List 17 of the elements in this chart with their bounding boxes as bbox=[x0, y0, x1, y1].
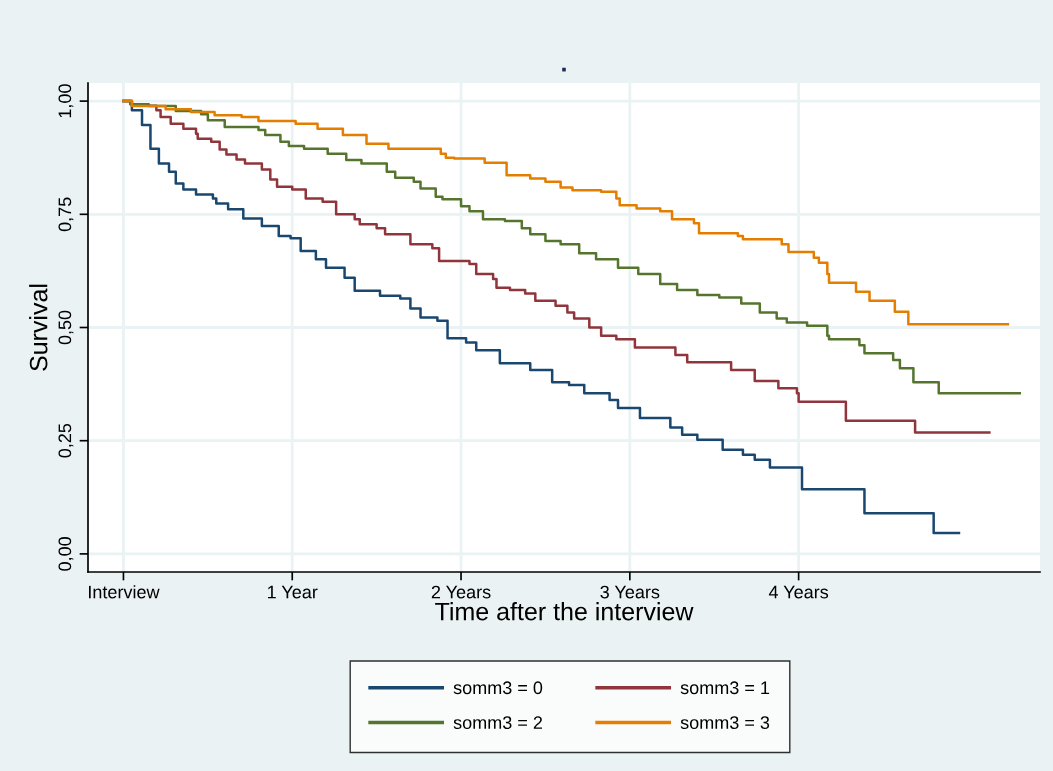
legend-label: somm3 = 0 bbox=[453, 681, 543, 695]
x-tick-label: 3 Years bbox=[600, 585, 660, 599]
y-axis-title: Survival bbox=[29, 284, 48, 371]
legend-label: somm3 = 3 bbox=[680, 716, 770, 730]
legend-label: somm3 = 2 bbox=[453, 716, 543, 730]
x-tick-label: 4 Years bbox=[768, 585, 829, 599]
y-tick-label: 1,00 bbox=[58, 84, 74, 118]
y-tick-label: 0,75 bbox=[58, 197, 74, 232]
x-axis-title: Time after the interview bbox=[435, 602, 694, 621]
y-tick-label: 0,25 bbox=[58, 423, 74, 458]
legend-label: somm3 = 1 bbox=[680, 681, 770, 695]
y-tick-label: 0,00 bbox=[58, 537, 74, 571]
x-tick-label: 2 Years bbox=[431, 585, 491, 599]
x-tick-label: Interview bbox=[88, 585, 160, 599]
x-tick-label: 1 Year bbox=[268, 585, 318, 599]
chart-title: . bbox=[562, 67, 566, 72]
y-tick-label: 0,50 bbox=[58, 310, 74, 345]
